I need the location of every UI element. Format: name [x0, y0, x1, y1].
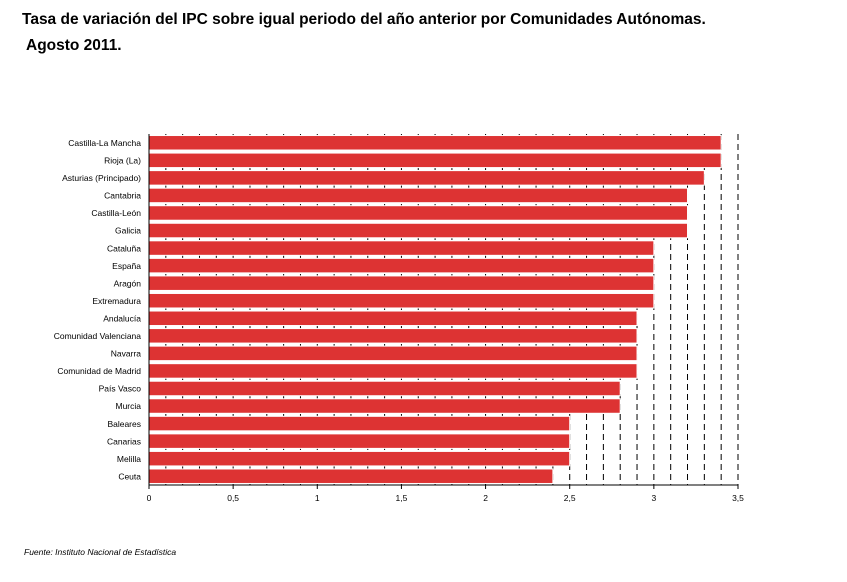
bar	[148, 310, 638, 327]
bar	[148, 240, 655, 256]
bar	[148, 380, 621, 397]
category-label: Extremadura	[92, 296, 141, 306]
chart-title: Tasa de variación del IPC sobre igual pe…	[22, 7, 706, 59]
bar	[148, 257, 655, 274]
bar	[148, 135, 722, 151]
x-tick-labels: 0 0,5 1 1,5 2 2,5 3 3,5	[147, 493, 745, 503]
bar	[148, 328, 638, 344]
bar	[148, 292, 655, 309]
bar	[148, 152, 722, 169]
chart-title-line2: Agosto 2011.	[26, 37, 122, 54]
category-label: País Vasco	[99, 384, 142, 394]
x-tick-label: 3	[651, 493, 656, 503]
category-labels: Castilla-La Mancha Rioja (La) Asturias (Pr…	[54, 138, 142, 481]
bar	[148, 222, 689, 239]
x-tick-label: 3,5	[732, 493, 744, 503]
category-label: Baleares	[107, 419, 141, 429]
bar	[148, 205, 689, 221]
category-label: España	[112, 261, 141, 271]
bars	[148, 135, 722, 484]
x-tick-label: 0	[147, 493, 152, 503]
category-label: Aragón	[114, 278, 142, 288]
category-label: Melilla	[117, 454, 141, 464]
chart-title-line1: Tasa de variación del IPC sobre igual pe…	[22, 11, 706, 28]
category-label: Castilla-La Mancha	[68, 138, 141, 148]
category-label: Ceuta	[118, 471, 141, 481]
x-tick-label: 1	[315, 493, 320, 503]
source-note: Fuente: Instituto Nacional de Estadístic…	[24, 547, 177, 557]
bar	[148, 468, 554, 484]
bar	[148, 398, 621, 414]
category-label: Asturias (Principado)	[62, 173, 141, 183]
category-label: Murcia	[115, 401, 141, 411]
bar	[148, 415, 571, 432]
x-tick-label: 1,5	[396, 493, 408, 503]
category-label: Navarra	[111, 349, 142, 359]
x-tick-label: 2,5	[564, 493, 576, 503]
category-label: Galicia	[115, 226, 141, 236]
bar	[148, 187, 689, 204]
bar	[148, 433, 571, 449]
bar	[148, 450, 571, 467]
category-label: Comunidad de Madrid	[57, 366, 141, 376]
bar	[148, 345, 638, 362]
category-label: Canarias	[107, 436, 141, 446]
x-tick-label: 0,5	[227, 493, 239, 503]
bar	[148, 170, 705, 186]
x-tick-label: 2	[483, 493, 488, 503]
category-label: Rioja (La)	[104, 156, 141, 166]
axes	[148, 134, 739, 489]
grid-lines	[165, 134, 739, 485]
category-label: Castilla-León	[91, 208, 141, 218]
category-label: Comunidad Valenciana	[54, 331, 142, 341]
bar	[148, 363, 638, 379]
category-label: Cantabria	[104, 191, 141, 201]
category-label: Cataluña	[107, 243, 141, 253]
category-label: Andalucía	[103, 313, 141, 323]
bar	[148, 275, 655, 291]
